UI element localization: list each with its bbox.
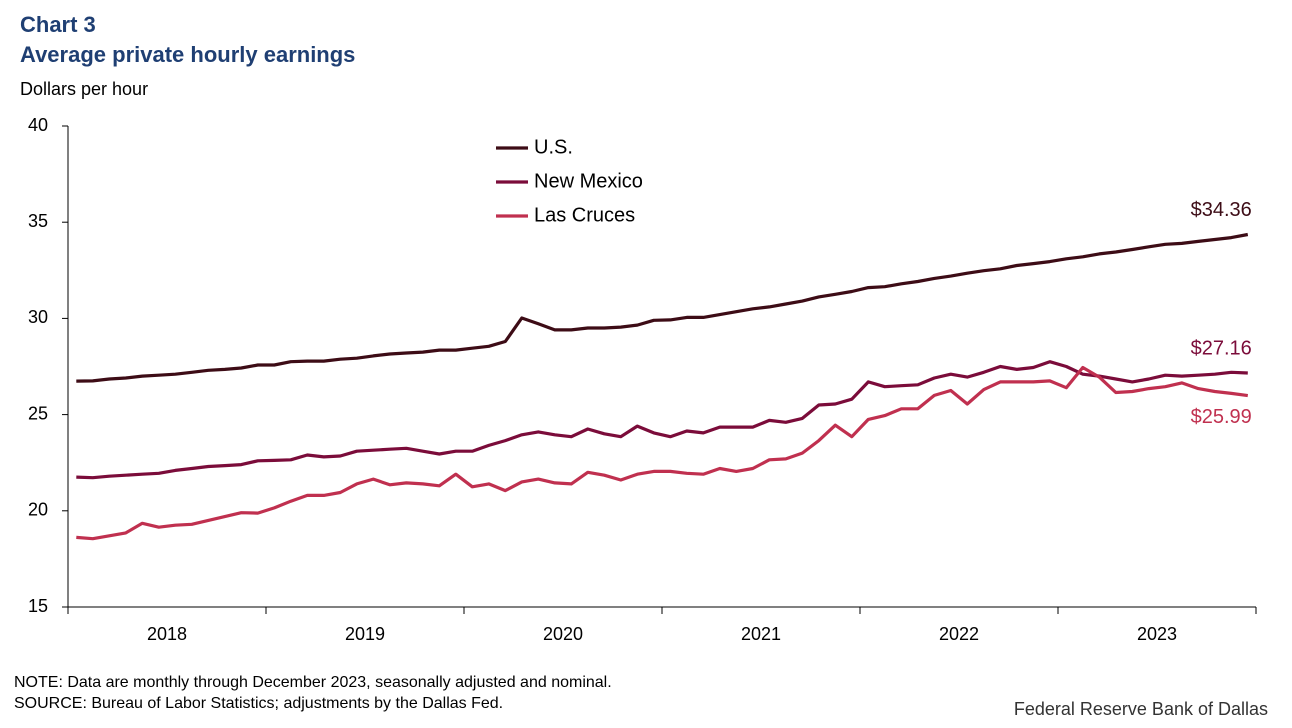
y-tick-label: 40 [28, 115, 48, 135]
y-tick-label: 30 [28, 307, 48, 327]
value-label: $34.36 [1191, 199, 1252, 221]
y-tick-label: 25 [28, 403, 48, 423]
series-line [76, 360, 1248, 480]
chart-subtitle: Average private hourly earnings [20, 42, 355, 67]
y-tick-label: 20 [28, 500, 48, 520]
y-axis-label: Dollars per hour [20, 79, 148, 99]
source: SOURCE: Bureau of Labor Statistics; adju… [14, 695, 503, 712]
legend-label: U.S. [534, 136, 573, 158]
x-tick-label: 2022 [939, 624, 979, 644]
credit: Federal Reserve Bank of Dallas [1014, 699, 1268, 719]
value-label: $27.16 [1191, 337, 1252, 359]
value-label: $25.99 [1191, 406, 1252, 428]
chart-title: Chart 3 [20, 12, 96, 37]
x-tick-label: 2018 [147, 624, 187, 644]
x-tick-label: 2021 [741, 624, 781, 644]
legend-label: Las Cruces [534, 204, 635, 226]
series-line [76, 232, 1249, 383]
x-tick-label: 2019 [345, 624, 385, 644]
note: NOTE: Data are monthly through December … [14, 674, 612, 691]
legend-label: New Mexico [534, 170, 643, 192]
x-tick-label: 2020 [543, 624, 583, 644]
y-tick-label: 15 [28, 596, 48, 616]
series-line [76, 365, 1249, 541]
x-tick-label: 2023 [1137, 624, 1177, 644]
y-tick-label: 35 [28, 211, 48, 231]
